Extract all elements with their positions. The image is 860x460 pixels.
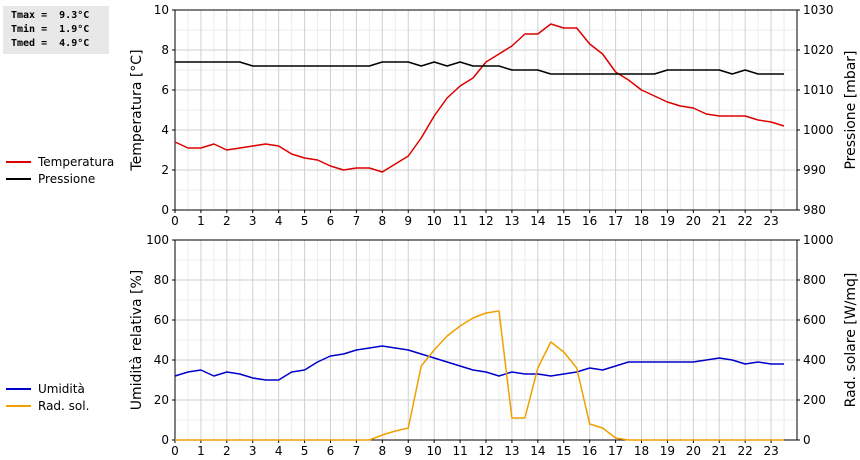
y-axis-label-left: Temperatura [°C] [129,49,145,171]
y-tick-label-left: 10 [154,3,169,17]
chart-panel-2: 0 1 2 3 4 5 6 7 8 9 10 11 12 13 14 15 16 17 18 19 20 21 22 2302… [6,233,859,458]
x-tick-label: 15 [556,444,571,458]
y-tick-label-left: 0 [161,203,169,217]
y-tick-label-right: 1010 [803,83,834,97]
x-tick-label: 19 [660,444,675,458]
y-axis-label-right: Rad. solare [W/mq] [843,273,859,408]
y-tick-label-left: 40 [154,353,169,367]
y-tick-label-left: 6 [161,83,169,97]
x-tick-label: 5 [301,214,309,228]
y-tick-label-right: 400 [803,353,826,367]
y-tick-label-right: 1000 [803,233,834,247]
x-tick-label: 13 [504,444,519,458]
x-tick-label: 2 [223,444,231,458]
x-tick-label: 6 [327,444,335,458]
x-tick-label: 0 [171,214,179,228]
y-axis-label-left: Umidità relativa [%] [129,270,145,411]
x-tick-label: 12 [478,444,493,458]
x-tick-label: 9 [404,214,412,228]
x-tick-label: 16 [582,444,597,458]
series-line-pressione [175,61,784,75]
series-line-umidit [174,345,784,381]
x-tick-label: 18 [634,444,649,458]
x-tick-label: 17 [608,444,623,458]
x-tick-label: 9 [404,444,412,458]
y-tick-label-left: 20 [154,393,169,407]
y-tick-label-right: 1030 [803,3,834,17]
x-tick-label: 4 [275,214,283,228]
x-tick-label: 7 [353,444,361,458]
y-tick-label-right: 990 [803,163,826,177]
x-tick-label: 15 [556,214,571,228]
x-tick-label: 13 [504,214,519,228]
series-line-temperatura [174,23,785,173]
y-tick-label-left: 60 [154,313,169,327]
x-tick-label: 4 [275,444,283,458]
x-tick-label: 14 [530,444,545,458]
x-tick-label: 8 [379,214,387,228]
y-tick-label-left: 0 [161,433,169,447]
y-tick-label-right: 1020 [803,43,834,57]
y-tick-label-right: 600 [803,313,826,327]
y-tick-label-left: 100 [146,233,169,247]
x-tick-label: 8 [379,444,387,458]
stats-box: Tmax = 9.3°C Tmin = 1.9°C Tmed = 4.9°C [3,6,109,54]
x-tick-label: 18 [634,214,649,228]
x-tick-label: 12 [478,214,493,228]
plot-frame [174,9,798,211]
stats-tmax: Tmax = 9.3°C [11,10,90,21]
x-tick-label: 11 [452,214,467,228]
x-tick-label: 1 [197,214,205,228]
x-tick-label: 11 [452,444,467,458]
x-tick-label: 3 [249,214,257,228]
x-tick-label: 2 [223,214,231,228]
x-tick-label: 1 [197,444,205,458]
chart-panel-1: 0 1 2 3 4 5 6 7 8 9 10 11 12 13 14 15 16 17 18 19 20 21 22 2302… [6,3,859,228]
y-tick-label-left: 4 [161,123,169,137]
y-tick-label-left: 80 [154,273,169,287]
stats-tmin: Tmin = 1.9°C [11,24,90,35]
x-tick-label: 16 [582,214,597,228]
y-tick-label-left: 2 [161,163,169,177]
y-tick-label-right: 0 [803,433,811,447]
y-tick-label-right: 200 [803,393,826,407]
legend-label-temperatura: Temperatura [37,155,114,169]
legend-label-rad-sol: Rad. sol. [38,399,89,413]
x-tick-label: 7 [353,214,361,228]
x-tick-label: 10 [427,214,442,228]
legend-label-pressione: Pressione [38,172,95,186]
x-tick-label: 17 [608,214,623,228]
x-tick-label: 21 [712,214,727,228]
y-tick-label-right: 1000 [803,123,834,137]
x-tick-label: 10 [427,444,442,458]
series-line-rad-sol [175,310,784,441]
y-tick-label-left: 8 [161,43,169,57]
x-tick-label: 20 [686,214,701,228]
x-tick-label: 6 [327,214,335,228]
x-tick-label: 22 [738,214,753,228]
x-tick-label: 20 [686,444,701,458]
legend-label-umidit: Umidità [38,382,85,396]
x-tick-label: 3 [249,444,257,458]
x-tick-label: 22 [738,444,753,458]
plot-frame [174,239,798,441]
y-axis-label-right: Pressione [mbar] [843,50,859,169]
x-tick-label: 5 [301,444,309,458]
x-tick-label: 0 [171,444,179,458]
x-tick-label: 23 [763,444,778,458]
y-tick-label-right: 800 [803,273,826,287]
x-tick-label: 19 [660,214,675,228]
y-tick-label-right: 980 [803,203,826,217]
stats-tmed: Tmed = 4.9°C [11,38,90,49]
x-tick-label: 23 [763,214,778,228]
x-tick-label: 14 [530,214,545,228]
x-tick-label: 21 [712,444,727,458]
